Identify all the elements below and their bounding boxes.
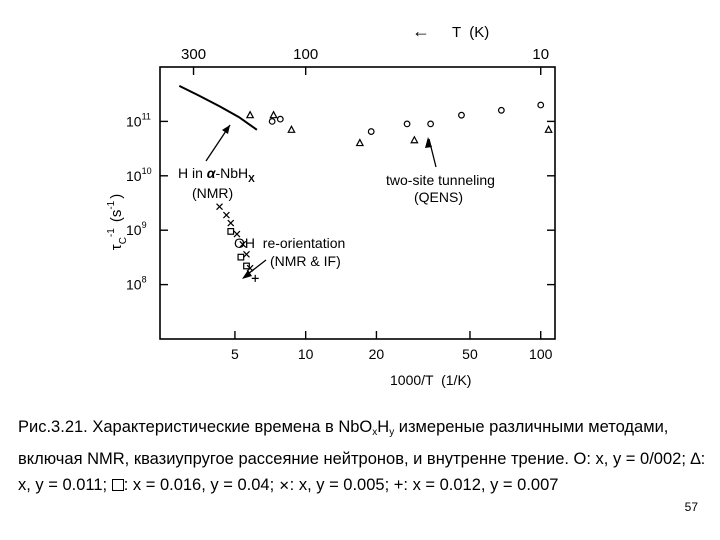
annotation-tunneling-method: (QENS): [414, 189, 463, 205]
annotation-oh-method: (NMR & IF): [270, 253, 341, 269]
top-axis-label: T (K): [452, 24, 489, 41]
y-axis-label-sup: -1: [106, 228, 117, 237]
caption-legend-plus: +: x = 0.012, y = 0.007: [393, 476, 559, 494]
caption-mid: H: [377, 418, 390, 436]
circle-marker: [427, 120, 435, 128]
y-axis-label-rest: (s: [108, 210, 125, 223]
circle-marker: [497, 106, 505, 114]
circle-marker: [458, 111, 465, 119]
top-axis-arrow: ←: [412, 21, 430, 41]
annotation-oh: OH re-orientation: [234, 235, 345, 251]
bottom-tick-label: 20: [369, 346, 385, 362]
page-number: 57: [684, 500, 698, 514]
cross-marker: [227, 219, 235, 227]
caption-cross-symbol: ✕: [278, 478, 290, 493]
square-marker: [227, 228, 235, 235]
annotation-nbh-greek: α: [207, 165, 217, 181]
y-axis-label-close: ): [108, 194, 125, 199]
triangle-marker: [544, 125, 553, 133]
caption-sub-y: y: [389, 427, 395, 438]
y-tick-label: 109: [126, 220, 147, 238]
cross-marker: [239, 240, 247, 248]
circle-marker: [276, 115, 284, 123]
bottom-tick-label: 10: [298, 346, 314, 362]
y-axis-label: τC-1(s-1): [106, 194, 129, 250]
y-tick-label: 1010: [126, 166, 152, 184]
top-tick-label: 10: [532, 46, 549, 63]
top-tick-label: 300: [181, 46, 206, 63]
top-axis-ticks: 300 100 10: [181, 46, 549, 75]
bottom-tick-label: 50: [462, 346, 478, 362]
annotation-oh-arrowhead: [242, 270, 252, 279]
caption-prefix: Рис.3.21. Характеристические времена в N…: [18, 418, 373, 436]
triangle-marker: [410, 135, 419, 144]
caption-text: измереные различными методами, включая N…: [18, 418, 669, 468]
bottom-tick-label: 100: [529, 346, 553, 362]
cross-marker: [243, 250, 250, 258]
caption-sub-x: x: [372, 427, 378, 438]
bottom-axis-ticks: 5 10 20 50 100: [231, 331, 553, 362]
y-tick-label: 1011: [126, 111, 151, 129]
y-tick-label: 108: [126, 275, 147, 293]
chart: ← T (K) 1000/T (1/K) τC-1(s-1) H in α-Nb…: [106, 21, 556, 388]
annotation-nbh-main: H in: [178, 165, 207, 181]
y-axis-label-main: τ: [108, 244, 125, 250]
y-axis-label-sub: C: [118, 237, 129, 244]
triangle-marker: [287, 125, 296, 133]
circle-marker: [268, 117, 276, 125]
annotation-nbh-arrowhead: [222, 125, 230, 134]
bottom-axis-label: 1000/T (1/K): [390, 372, 471, 388]
figure-caption: Рис.3.21. Характеристические времена в N…: [18, 414, 708, 499]
triangle-marker: [245, 110, 255, 119]
top-tick-label: 100: [293, 46, 318, 63]
annotation-nbh: H in α-NbHX: [178, 165, 255, 185]
plus-marker: [251, 274, 259, 282]
caption-triangle-symbol: ∆: [690, 450, 701, 468]
bottom-tick-label: 5: [231, 346, 239, 362]
circle-marker: [403, 120, 411, 128]
y-axis-label-rest-sup: -1: [106, 200, 117, 209]
cross-marker: [246, 264, 254, 272]
annotation-tunneling-arrowhead: [425, 137, 432, 148]
annotation-nbh-sub: X: [248, 174, 255, 185]
triangle-marker: [355, 138, 365, 147]
cross-marker: [222, 211, 230, 219]
cross-marker: [233, 230, 241, 238]
circle-marker: [537, 101, 545, 109]
annotation-nbh-rest: -NbH: [215, 165, 248, 181]
plot-frame: [159, 66, 556, 340]
annotation-nbh-method: (NMR): [192, 185, 233, 201]
triangle-marker: [269, 110, 278, 119]
circle-marker: [367, 128, 375, 135]
annotation-tunneling: two-site tunneling: [386, 172, 495, 188]
square-marker: [237, 253, 245, 261]
caption-legend-triangle: : x, y = 0.011;: [18, 450, 706, 494]
cross-marker: [216, 203, 223, 211]
square-symbol-icon: [111, 479, 124, 491]
data-markers: [216, 101, 553, 282]
y-axis-ticks: 108 109 1010 1011: [126, 111, 555, 293]
caption-legend-cross: : x, y = 0.005;: [289, 476, 394, 494]
caption-legend-square: : x = 0.016, y = 0.04;: [123, 476, 279, 494]
square-marker: [243, 262, 250, 270]
nmr-curve: [178, 85, 258, 131]
caption-legend-circle: O: x, y = 0/002;: [573, 450, 691, 468]
